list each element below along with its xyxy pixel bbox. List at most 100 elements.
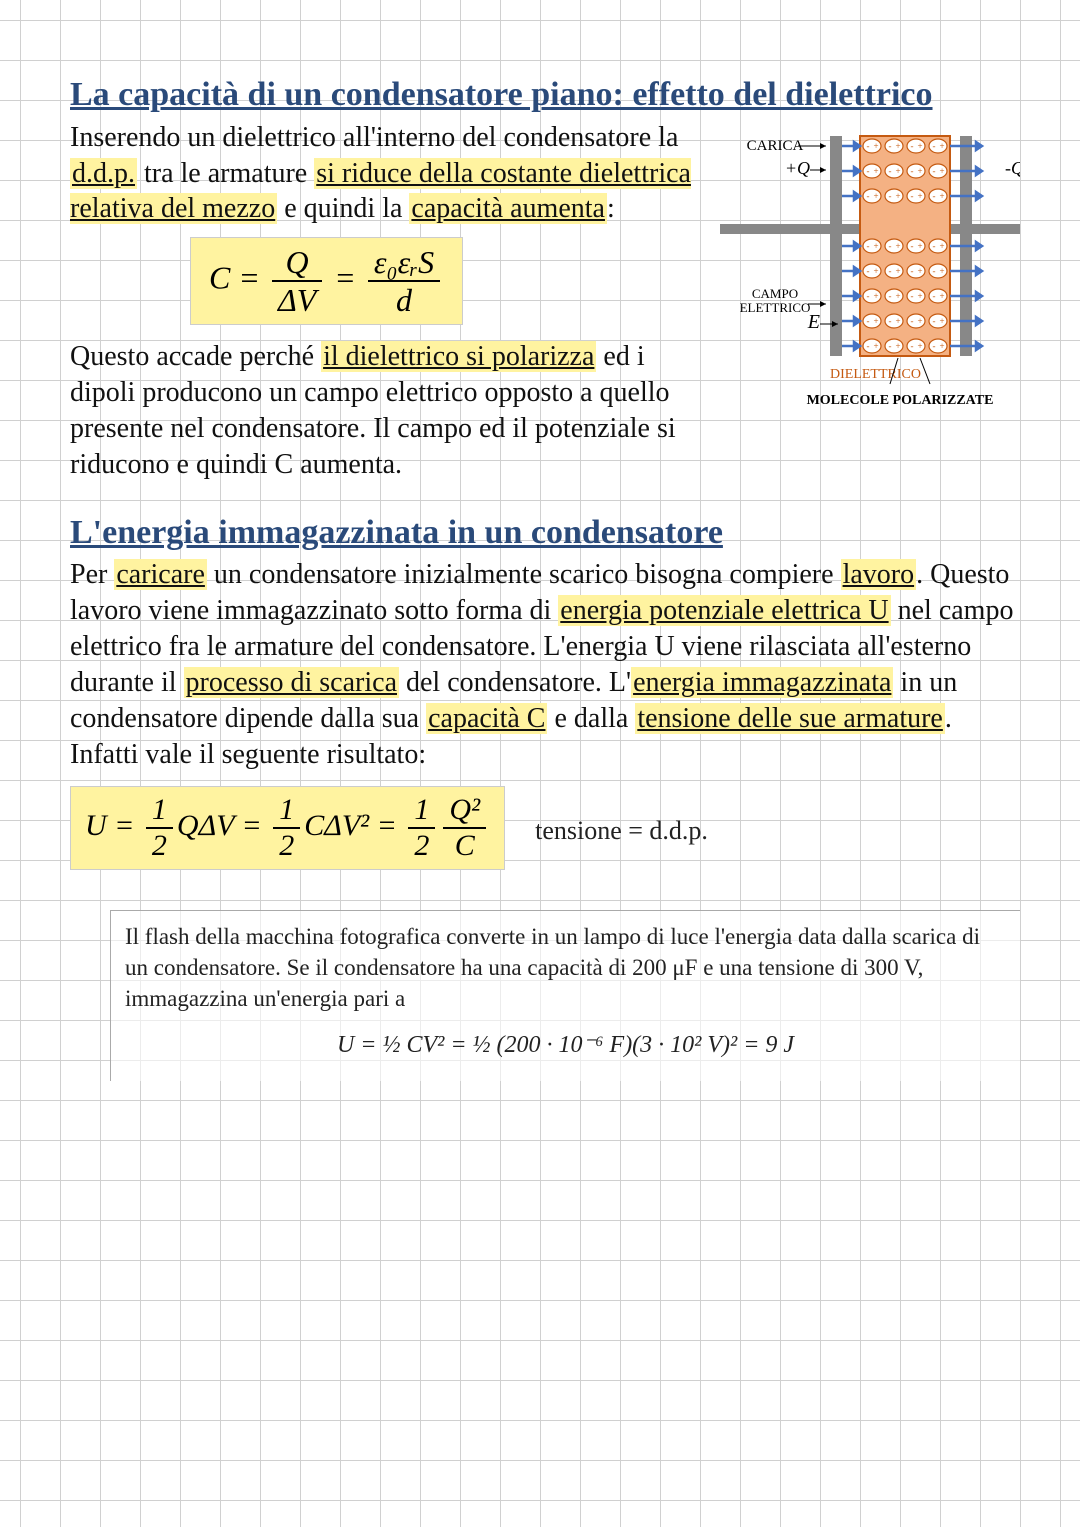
svg-text:+: + bbox=[895, 291, 900, 301]
svg-text:-: - bbox=[889, 241, 892, 251]
example-box: Il flash della macchina fotografica conv… bbox=[110, 910, 1020, 1081]
svg-text:-: - bbox=[911, 341, 914, 351]
svg-text:-: - bbox=[867, 241, 870, 251]
f2-h2n: 1 bbox=[273, 795, 300, 829]
section1-row: Inserendo un dielettrico all'interno del… bbox=[70, 120, 1020, 483]
s2-hl1: caricare bbox=[114, 559, 207, 590]
svg-text:-: - bbox=[911, 291, 914, 301]
f2-lhs: U bbox=[85, 809, 107, 842]
svg-text:-: - bbox=[889, 316, 892, 326]
svg-text:+: + bbox=[917, 316, 922, 326]
tensione-note: tensione = d.d.p. bbox=[535, 816, 708, 846]
svg-text:+: + bbox=[895, 141, 900, 151]
svg-text:-: - bbox=[933, 241, 936, 251]
f2-half3: 1 2 bbox=[408, 795, 435, 861]
svg-text:-: - bbox=[933, 266, 936, 276]
svg-text:-: - bbox=[889, 141, 892, 151]
svg-text:-: - bbox=[911, 191, 914, 201]
label-E: E bbox=[807, 311, 820, 333]
svg-text:-: - bbox=[933, 141, 936, 151]
f2-h1n: 1 bbox=[146, 795, 173, 829]
section1-text-column: Inserendo un dielettrico all'interno del… bbox=[70, 120, 700, 483]
svg-text:+: + bbox=[939, 341, 944, 351]
f2-h1d: 2 bbox=[146, 829, 173, 861]
svg-text:+: + bbox=[873, 266, 878, 276]
s2-hl7: tensione delle sue armature bbox=[635, 703, 945, 734]
svg-text:-: - bbox=[889, 166, 892, 176]
section2: L'energia immagazzinata in un condensato… bbox=[70, 513, 1020, 1081]
svg-text:+: + bbox=[917, 141, 922, 151]
svg-text:+: + bbox=[917, 166, 922, 176]
svg-text:+: + bbox=[917, 191, 922, 201]
s2-t4: del condensatore. L' bbox=[399, 667, 631, 698]
s2-hl5: energia immagazzinata bbox=[631, 667, 893, 698]
s2-hl6: capacità C bbox=[426, 703, 547, 734]
f2-h3n: 1 bbox=[408, 795, 435, 829]
f1-f2-den: d bbox=[368, 282, 440, 316]
svg-text:-: - bbox=[867, 266, 870, 276]
s2-hl3: energia potenziale elettrica U bbox=[558, 595, 890, 626]
svg-text:+: + bbox=[939, 266, 944, 276]
svg-text:-: - bbox=[867, 141, 870, 151]
f2-eq2: = bbox=[241, 809, 261, 842]
f1-frac2: ε₀εᵣS d bbox=[368, 246, 440, 316]
svg-text:+: + bbox=[917, 241, 922, 251]
f2-t1: QΔV bbox=[177, 809, 234, 842]
svg-text:-: - bbox=[867, 316, 870, 326]
s1p1-pre: Inserendo un dielettrico all'interno del… bbox=[70, 122, 678, 153]
svg-text:+: + bbox=[917, 266, 922, 276]
s1p1-end: : bbox=[607, 193, 615, 224]
svg-text:+: + bbox=[895, 266, 900, 276]
f2-t2: CΔV² bbox=[304, 809, 369, 842]
page-content: La capacità di un condensatore piano: ef… bbox=[0, 0, 1080, 1121]
svg-text:-: - bbox=[911, 266, 914, 276]
f1-frac1: Q ΔV bbox=[272, 246, 322, 316]
f1-f1-den: ΔV bbox=[272, 282, 322, 316]
f1-f1-num: Q bbox=[272, 246, 322, 282]
svg-text:-: - bbox=[911, 316, 914, 326]
f2-h3d: 2 bbox=[408, 829, 435, 861]
label-campo1: CAMPO bbox=[752, 286, 798, 301]
svg-text:+: + bbox=[895, 166, 900, 176]
s1p1-hl1: d.d.p. bbox=[70, 158, 137, 189]
formula2-box: U = 1 2 QΔV = 1 2 CΔV² = 1 2 Q² C bbox=[70, 786, 505, 870]
svg-text:-: - bbox=[933, 341, 936, 351]
section2-heading: L'energia immagazzinata in un condensato… bbox=[70, 513, 1020, 554]
svg-text:+: + bbox=[939, 141, 944, 151]
s1p2-hl1: il dielettrico si polarizza bbox=[321, 341, 596, 372]
f1-eq2: = bbox=[334, 260, 356, 296]
s2-pre: Per bbox=[70, 559, 114, 590]
label-molecole: MOLECOLE POLARIZZATE bbox=[807, 393, 994, 408]
svg-text:-: - bbox=[933, 166, 936, 176]
f1-eq1: = bbox=[238, 260, 260, 296]
svg-text:+: + bbox=[873, 141, 878, 151]
dielectric-svg: CARICA +Q -Q CAMPO ELETTRICO E DIELETTRI… bbox=[720, 126, 1020, 436]
svg-text:+: + bbox=[939, 241, 944, 251]
s1p1-mid2: e quindi la bbox=[277, 193, 409, 224]
s2-t6: e dalla bbox=[547, 703, 635, 734]
svg-text:-: - bbox=[911, 141, 914, 151]
label-plusQ: +Q bbox=[785, 158, 810, 178]
label-campo2: ELETTRICO bbox=[740, 300, 811, 315]
formula1-box: C = Q ΔV = ε₀εᵣS d bbox=[190, 237, 463, 325]
svg-text:+: + bbox=[873, 241, 878, 251]
label-carica: CARICA bbox=[747, 138, 804, 154]
svg-text:-: - bbox=[933, 291, 936, 301]
f1-lhs: C bbox=[209, 260, 230, 296]
example-text: Il flash della macchina fotografica conv… bbox=[125, 921, 1006, 1014]
svg-text:+: + bbox=[917, 341, 922, 351]
s2-hl4: processo di scarica bbox=[184, 667, 399, 698]
f2-t3d: C bbox=[443, 829, 486, 861]
svg-text:-: - bbox=[933, 191, 936, 201]
svg-text:+: + bbox=[873, 316, 878, 326]
section2-para: Per caricare un condensatore inizialment… bbox=[70, 557, 1020, 772]
energy-formula-row: U = 1 2 QΔV = 1 2 CΔV² = 1 2 Q² C bbox=[70, 772, 1020, 890]
f2-frac3: Q² C bbox=[443, 795, 486, 861]
svg-text:+: + bbox=[895, 341, 900, 351]
section1-heading: La capacità di un condensatore piano: ef… bbox=[70, 75, 1020, 116]
svg-text:-: - bbox=[889, 266, 892, 276]
svg-text:+: + bbox=[895, 191, 900, 201]
section1-para2: Questo accade perché il dielettrico si p… bbox=[70, 339, 700, 482]
example-formula: U = ½ CV² = ½ (200 · 10⁻⁶ F)(3 · 10² V)²… bbox=[125, 1029, 1006, 1061]
svg-text:+: + bbox=[939, 291, 944, 301]
